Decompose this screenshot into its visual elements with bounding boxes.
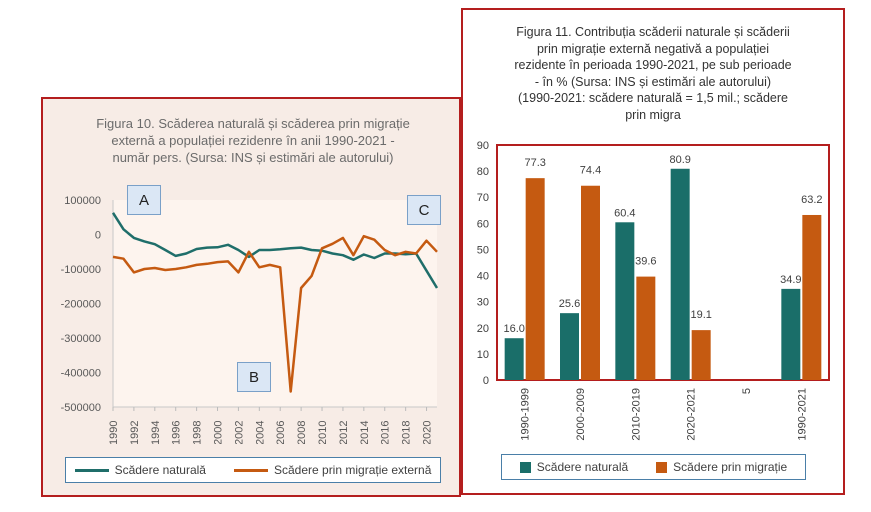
legend-item-migration-bar: Scădere prin migrație <box>656 460 787 474</box>
plot-frame <box>496 144 830 381</box>
bar-natural <box>615 222 635 380</box>
x-tick-label: 5 <box>741 388 753 394</box>
x-tick-label: 2014 <box>359 421 371 444</box>
x-tick-label: 1990 <box>108 421 120 444</box>
bar-natural <box>560 313 579 380</box>
series-line-natural <box>111 212 439 289</box>
x-tick-label: 2010 <box>317 421 329 444</box>
y-tick-label: 40 <box>477 271 489 283</box>
data-label-migration: 63.2 <box>801 194 822 206</box>
bar-natural <box>670 168 690 380</box>
y-tick-label: 0 <box>95 230 101 242</box>
y-tick-label: 30 <box>477 297 489 309</box>
bar-chart: 0 10 20 30 40 50 60 70 80 90 1990-1999 16.0 77.3 2000… <box>477 140 830 441</box>
y-tick-label: -100000 <box>61 264 101 276</box>
x-tick-label: 2018 <box>401 421 413 444</box>
x-tick-label: 2012 <box>338 421 350 444</box>
data-label-natural: 16.0 <box>503 323 524 335</box>
legend-label-migration: Scădere prin migrație externă <box>273 463 432 477</box>
legend-swatch-natural <box>74 468 109 472</box>
data-label-migration: 77.3 <box>524 157 545 169</box>
data-label-natural: 60.4 <box>614 207 635 219</box>
bar-migration <box>636 276 656 380</box>
y-tick-label: -500000 <box>61 402 101 414</box>
x-tick-label: 2000-2009 <box>575 388 587 441</box>
x-tick-label: 2002 <box>233 421 245 444</box>
line-chart-legend: Scădere naturală Scădere prin migrație e… <box>65 457 441 483</box>
x-tick-label: 2016 <box>380 421 392 444</box>
figure-10-panel: Figura 10. Scăderea naturală și scăderea… <box>41 97 461 497</box>
y-tick-label: 0 <box>483 375 489 387</box>
bar-migration <box>691 330 711 380</box>
bar-migration <box>525 178 545 380</box>
data-label-migration: 19.1 <box>690 309 711 321</box>
figure-11-title: Figura 11. Contribuția scăderii naturale… <box>514 25 792 122</box>
data-label-natural: 80.9 <box>669 154 690 166</box>
x-tick-label: 2020-2021 <box>686 388 698 441</box>
x-tick-label: 1990-1999 <box>520 388 532 441</box>
series-line-migration <box>112 234 438 393</box>
callout-a: A <box>127 185 161 215</box>
legend-swatch-migration-bar <box>656 461 668 473</box>
x-tick-label: 2020 <box>422 421 434 444</box>
legend-swatch-migration <box>233 468 268 472</box>
bar-natural <box>504 338 524 380</box>
data-label-migration: 39.6 <box>635 256 656 268</box>
y-tick-label: 10 <box>477 349 489 361</box>
y-tick-label: 100000 <box>64 195 101 207</box>
x-tick-label: 2000 <box>213 421 225 444</box>
x-tick-label: 2006 <box>275 421 287 444</box>
bar-chart-legend: Scădere naturală Scădere prin migrație <box>501 454 806 480</box>
plot-area <box>113 200 437 407</box>
bar-migration <box>802 214 822 380</box>
data-label-natural: 25.6 <box>559 298 580 310</box>
line-chart: 100000 0 -100000 -200000 -300000 -400000 -5000… <box>61 195 439 444</box>
y-tick-label: -200000 <box>61 299 101 311</box>
figure-11-panel: Figura 11. Contribuția scăderii naturale… <box>461 8 845 495</box>
data-label-natural: 34.9 <box>780 274 801 286</box>
x-tick-label: 1996 <box>171 421 183 444</box>
y-tick-label: 60 <box>477 218 489 230</box>
legend-swatch-natural-bar <box>519 461 531 473</box>
y-tick-label: 80 <box>477 166 489 178</box>
x-tick-label: 2004 <box>254 421 266 444</box>
data-label-migration: 74.4 <box>580 165 601 177</box>
y-tick-label: 20 <box>477 323 489 335</box>
x-tick-label: 1992 <box>129 421 141 444</box>
legend-label-migration-bar: Scădere prin migrație <box>673 460 788 474</box>
x-tick-label: 1998 <box>192 421 204 444</box>
x-tick-label: 1994 <box>150 421 162 444</box>
y-tick-label: 50 <box>477 244 489 256</box>
legend-label-natural-bar: Scădere naturală <box>536 460 629 474</box>
legend-item-natural-bar: Scădere naturală <box>519 460 629 474</box>
bar-migration <box>581 185 600 380</box>
legend-item-natural: Scădere naturală <box>74 463 206 477</box>
callout-b: B <box>237 362 271 392</box>
x-tick-label: 2010-2019 <box>630 388 642 441</box>
x-tick-label: 2008 <box>296 421 308 444</box>
x-tick-label: 1990-2021 <box>796 388 808 441</box>
y-tick-label: -400000 <box>61 368 101 380</box>
legend-label-natural: Scădere naturală <box>114 463 206 477</box>
figure-10-title: Figura 10. Scăderea naturală și scăderea… <box>96 116 410 165</box>
y-tick-label: 70 <box>477 192 489 204</box>
legend-item-migration: Scădere prin migrație externă <box>233 463 432 477</box>
y-tick-label: -300000 <box>61 333 101 345</box>
y-tick-label: 90 <box>477 140 489 152</box>
bar-natural <box>781 288 801 380</box>
callout-c: C <box>407 195 441 225</box>
